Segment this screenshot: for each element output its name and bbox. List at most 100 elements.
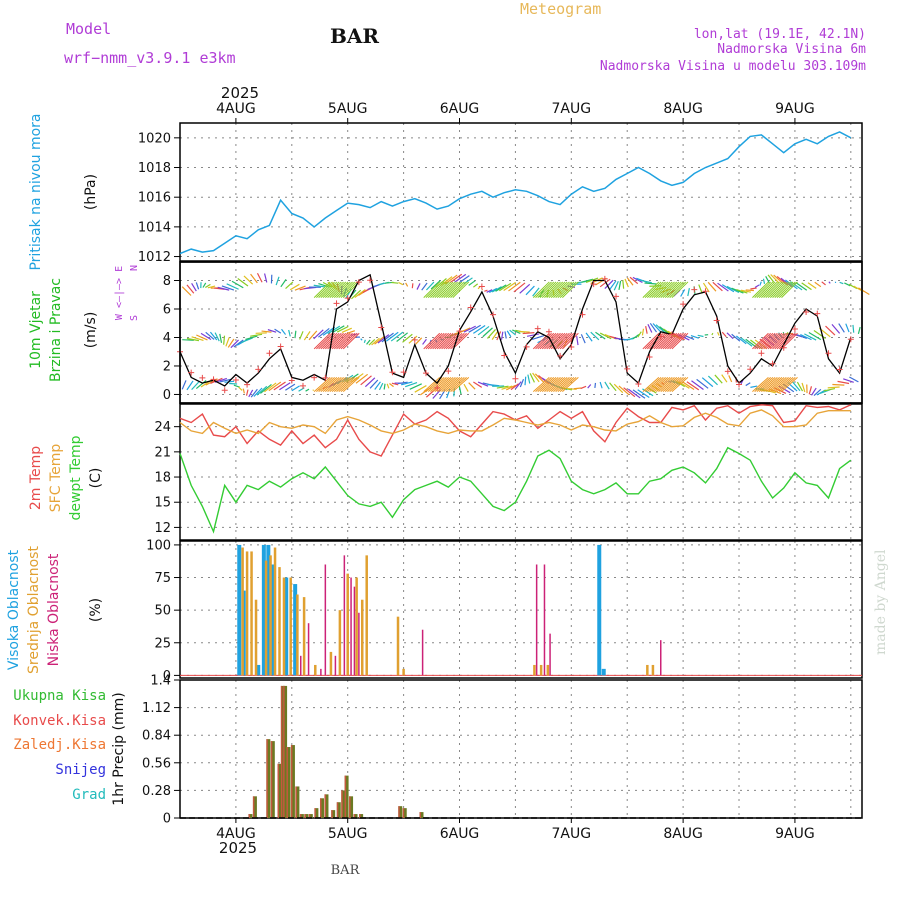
wind-gust-marker bbox=[188, 370, 194, 376]
wind-arrow bbox=[459, 386, 461, 394]
wind-gust-marker bbox=[468, 305, 474, 311]
cloud-label-high: Visoka Oblacnost bbox=[6, 549, 22, 670]
wind-gust-marker bbox=[199, 375, 205, 381]
precip-bar-conv bbox=[283, 686, 285, 818]
y-tick-label: 6 bbox=[163, 303, 171, 318]
y-tick-label: 1018 bbox=[138, 161, 171, 176]
temp-line-1 bbox=[180, 410, 851, 434]
wind-arrow bbox=[406, 283, 408, 287]
day-label-top: 9AUG bbox=[775, 101, 815, 117]
wind-arrow bbox=[286, 282, 293, 289]
y-tick-label: 12 bbox=[154, 521, 171, 536]
wind-gust-marker bbox=[691, 287, 697, 293]
precip-bar-conv bbox=[271, 741, 273, 818]
panel-frame bbox=[180, 541, 862, 678]
wind-arrow bbox=[300, 331, 303, 339]
model-name: wrf−nmm_v3.9.1 e3km bbox=[64, 49, 236, 67]
wind-arrow bbox=[295, 331, 296, 338]
cloud-bar bbox=[278, 567, 281, 675]
precip-legend-2: Zaledj.Kisa bbox=[13, 737, 106, 753]
cloud-bar bbox=[365, 555, 368, 675]
wind-arrow bbox=[829, 282, 830, 284]
wind-gust-marker bbox=[266, 350, 272, 356]
wind-dir-n: N bbox=[129, 265, 140, 271]
wind-arrow bbox=[201, 333, 211, 339]
y-tick-label: 2 bbox=[163, 359, 171, 374]
wind-arrow bbox=[478, 326, 489, 334]
cloud-bar bbox=[283, 578, 286, 676]
wind-arrow bbox=[577, 336, 578, 345]
panel-frame bbox=[180, 123, 862, 261]
cloud-bar bbox=[250, 551, 253, 675]
wind-arrow bbox=[809, 386, 811, 394]
pressure-label: Pritisak na nivou mora bbox=[28, 113, 44, 270]
cloud-bar bbox=[602, 669, 606, 676]
y-tick-label: 1016 bbox=[138, 191, 171, 206]
precip-bar-conv bbox=[331, 810, 333, 818]
precip-legend-4: Grad bbox=[72, 787, 106, 803]
wind-arrow bbox=[215, 333, 219, 342]
cloud-bar bbox=[544, 564, 546, 675]
wind-arrow bbox=[281, 279, 286, 286]
cloud-bar bbox=[660, 640, 662, 675]
y-tick-label: 100 bbox=[146, 538, 171, 553]
cloud-bar bbox=[237, 545, 241, 675]
wind-arrow bbox=[712, 333, 713, 335]
cloud-bar bbox=[335, 656, 337, 676]
wind-arrow bbox=[600, 382, 602, 388]
precip-bar-conv bbox=[345, 776, 347, 818]
precip-bar-conv bbox=[253, 796, 255, 818]
wind-arrow bbox=[645, 283, 657, 284]
day-label-bottom: 6AUG bbox=[440, 826, 480, 842]
day-label-top: 7AUG bbox=[552, 101, 592, 117]
wind-arrow bbox=[746, 383, 751, 386]
y-tick-label: 8 bbox=[163, 274, 171, 289]
wind-arrow bbox=[729, 375, 732, 382]
station-title: BAR bbox=[330, 24, 379, 48]
wind-gust-marker bbox=[244, 382, 250, 388]
temp-label-2m: 2m Temp bbox=[28, 446, 44, 510]
cloud-bar bbox=[296, 594, 299, 675]
wind-unit: (m/s) bbox=[83, 312, 99, 349]
wind-arrow bbox=[722, 375, 727, 383]
wind-arrow bbox=[392, 283, 399, 284]
wind-arrow bbox=[574, 388, 582, 389]
cloud-bar bbox=[350, 578, 352, 676]
wind-arrow bbox=[858, 327, 860, 334]
cloud-bar bbox=[361, 600, 364, 676]
wind-arrow bbox=[182, 380, 186, 389]
wind-arrow bbox=[525, 377, 526, 385]
wind-arrow bbox=[840, 282, 844, 283]
y-tick-label: 75 bbox=[154, 571, 171, 586]
y-tick-label: 0 bbox=[163, 388, 171, 403]
wind-arrow bbox=[224, 336, 225, 345]
cloud-bar bbox=[314, 665, 317, 675]
wind-arrow bbox=[528, 375, 530, 384]
panels: 1012101410161018102002468121518212402550… bbox=[6, 113, 869, 826]
wind-arrow bbox=[289, 330, 291, 336]
precip-bar-conv bbox=[286, 747, 288, 818]
wind-arrow bbox=[484, 290, 487, 291]
cloud-unit: (%) bbox=[88, 598, 104, 622]
wind-arrow bbox=[239, 387, 243, 390]
wind-arrow bbox=[763, 279, 764, 284]
wind-arrow bbox=[416, 338, 422, 344]
cloud-bar bbox=[533, 665, 536, 675]
cloud-bar bbox=[547, 665, 550, 675]
wind-label-1: 10m Vjetar bbox=[28, 291, 44, 369]
precip-bar-conv bbox=[295, 786, 297, 818]
wind-arrow bbox=[698, 335, 704, 336]
wind-arrow bbox=[196, 282, 198, 289]
day-label-top: 8AUG bbox=[663, 101, 703, 117]
day-label-bottom: 5AUG bbox=[328, 826, 368, 842]
wind-arrow bbox=[746, 290, 754, 291]
wind-arrow bbox=[839, 324, 845, 333]
wind-arrow bbox=[722, 332, 726, 337]
model-label: Model bbox=[66, 20, 111, 38]
precip-bar-conv bbox=[314, 808, 316, 818]
wind-gust-marker bbox=[568, 344, 574, 350]
wind-arrow bbox=[507, 331, 511, 337]
day-label-bottom: 9AUG bbox=[775, 826, 815, 842]
